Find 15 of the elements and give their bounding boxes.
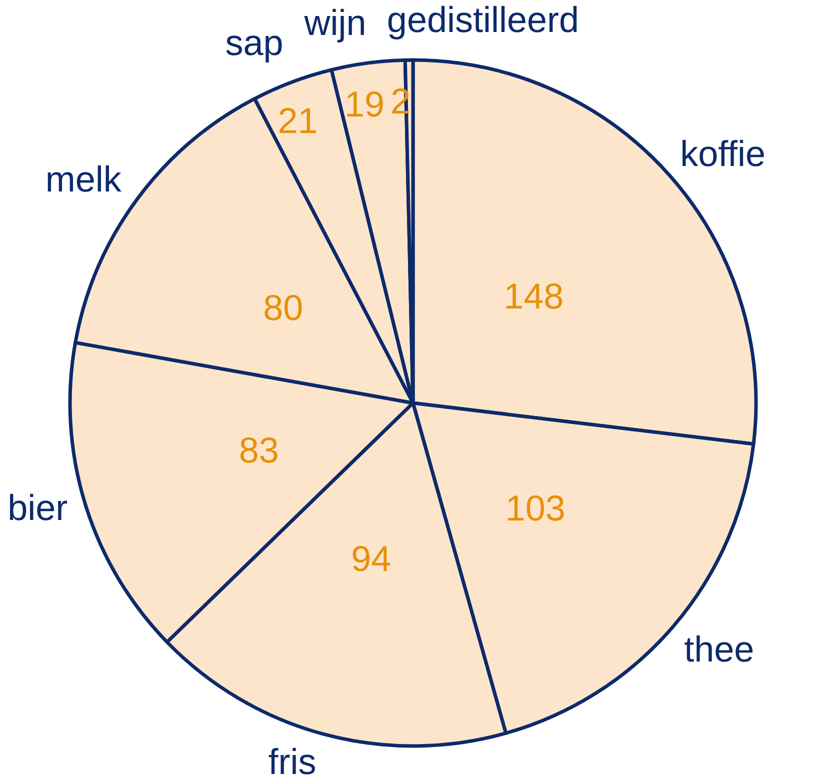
data-label: 148 xyxy=(504,276,564,317)
data-label: 80 xyxy=(263,287,304,328)
slice-label: wijn xyxy=(303,2,366,44)
slice-label: fris xyxy=(268,741,316,782)
data-label: 94 xyxy=(351,538,392,580)
slice-label: gedistilleerd xyxy=(386,0,580,40)
slice-label: bier xyxy=(8,486,68,528)
slice-label: melk xyxy=(45,158,122,200)
slice-label: koffie xyxy=(680,133,766,174)
slice-label: sap xyxy=(225,22,284,63)
data-label: 83 xyxy=(238,430,279,471)
slice-label: thee xyxy=(684,628,754,670)
data-label: 103 xyxy=(505,487,566,528)
data-label: 21 xyxy=(278,100,318,141)
data-label: 19 xyxy=(344,83,384,124)
